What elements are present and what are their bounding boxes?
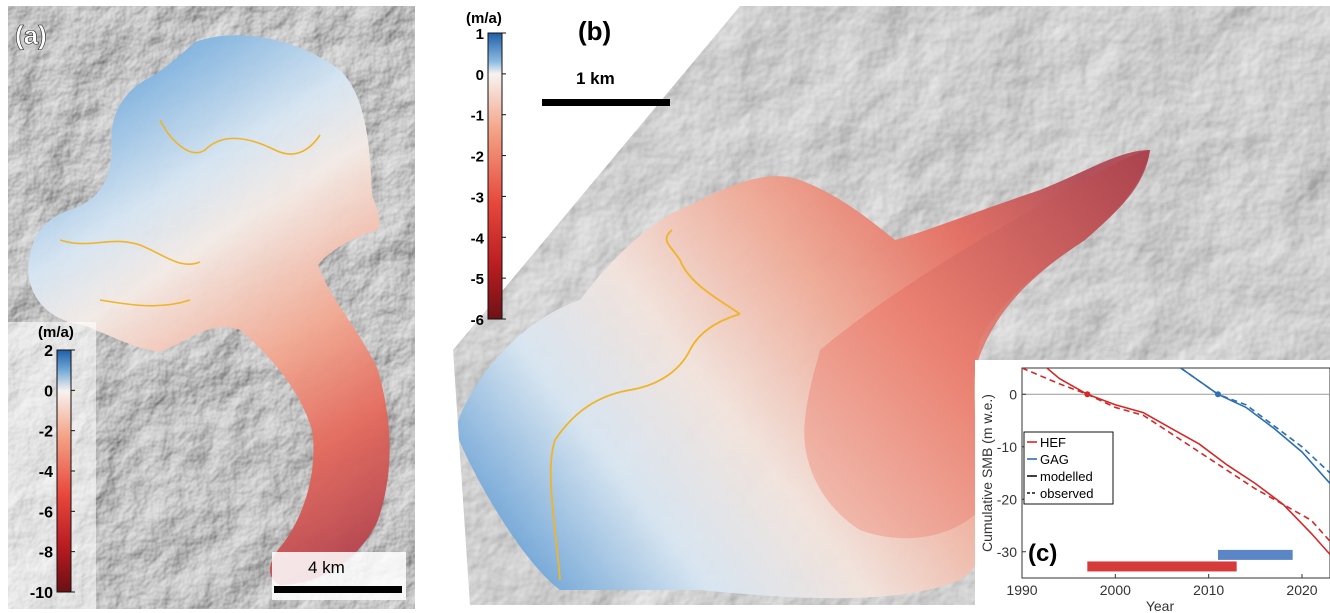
legend-gag: GAG (1040, 452, 1069, 467)
panel-a-label: (a) (15, 20, 47, 50)
panel-a-colorbar-tick-label: -2 (39, 424, 53, 441)
panel-a-colorbar-tick-label: -6 (39, 504, 53, 521)
panel-a-map: 2 0 -2 -4 -6 -8 -10 (m/a) (a) 4 km (8, 6, 415, 609)
y-tick-label: -10 (997, 439, 1017, 455)
panel-b-colorbar-tick-label: -6 (471, 312, 484, 329)
panel-b-colorbar-tick-label: -1 (471, 108, 484, 125)
x-tick-label: 2010 (1193, 582, 1224, 598)
panel-c-label: (c) (1028, 540, 1057, 567)
panel-a-scalebar-label: 4 km (308, 558, 345, 577)
panel-a-colorbar-tick-label: 2 (44, 343, 53, 360)
reference-point-hef (1084, 391, 1091, 398)
period-bar-gag (1218, 549, 1293, 560)
period-bar-hef (1087, 561, 1237, 572)
panel-a-colorbar (56, 349, 72, 593)
chart-legend: HEF GAG modelled observed (1023, 431, 1114, 505)
panel-a-colorbar-tick-label: -10 (30, 585, 53, 602)
legend-modelled: modelled (1040, 469, 1093, 484)
reference-point-gag (1215, 391, 1221, 398)
panel-b-colorbar-unit: (m/a) (466, 10, 502, 27)
panel-b-tongue (804, 150, 1150, 539)
series-gag-observed (1180, 368, 1330, 474)
y-tick-label: -30 (997, 544, 1017, 560)
x-tick-label: 1990 (1006, 582, 1037, 598)
panel-b-colorbar-tick-label: -5 (471, 271, 484, 288)
chart-axes: 1990 2000 2010 2020 0 -10 -20 -30 (997, 386, 1318, 598)
panel-b-outline (549, 229, 741, 581)
legend-observed: observed (1040, 486, 1093, 501)
panel-b-colorbar-tick-label: -3 (471, 189, 484, 206)
chart-series-group (1022, 368, 1330, 555)
panel-c-chart: 1990 2000 2010 2020 0 -10 -20 -30 Year Cumulati… (975, 360, 1330, 613)
panel-a-scalebar (274, 586, 402, 593)
panel-b-scalebar (542, 99, 670, 106)
panel-a-glacier (28, 35, 390, 585)
y-tick-label: -20 (997, 491, 1017, 507)
series-hef-observed (1022, 368, 1330, 542)
panel-b-colorbar (487, 32, 503, 320)
panel-a-colorbar-tick-label: -4 (39, 464, 53, 481)
panel-b-colorbar-ticks: 1 0 -1 -2 -3 -4 -5 -6 (471, 26, 506, 329)
y-tick-label: 0 (1009, 386, 1017, 402)
panel-a-colorbar-ticks: 2 0 -2 -4 -6 -8 -10 (30, 343, 75, 602)
x-tick-label: 2020 (1286, 582, 1317, 598)
series-hef-modelled (1045, 368, 1330, 555)
panel-b-colorbar-tick-label: 0 (476, 67, 484, 84)
chart-marks (1022, 368, 1330, 572)
chart-xlabel: Year (1146, 598, 1175, 613)
panel-b-colorbar-tick-label: -4 (471, 230, 485, 247)
panel-a-colorbar-tick-label: -8 (39, 545, 53, 562)
legend-hef: HEF (1040, 435, 1066, 450)
panel-b-colorbar-tick-label: 1 (476, 26, 484, 43)
x-tick-label: 2000 (1100, 582, 1131, 598)
chart-ylabel: Cumulative SMB (m w.e.) (979, 394, 995, 552)
panel-a-colorbar-tick-label: 0 (44, 383, 53, 400)
panel-b-colorbar-tick-label: -2 (471, 149, 484, 166)
panel-b-label: (b) (578, 16, 611, 46)
panel-a-colorbar-bg (8, 322, 96, 609)
panel-a-colorbar-unit: (m/a) (38, 324, 74, 341)
panel-b-scalebar-label: 1 km (576, 69, 615, 88)
panel-a-outline (59, 119, 321, 307)
